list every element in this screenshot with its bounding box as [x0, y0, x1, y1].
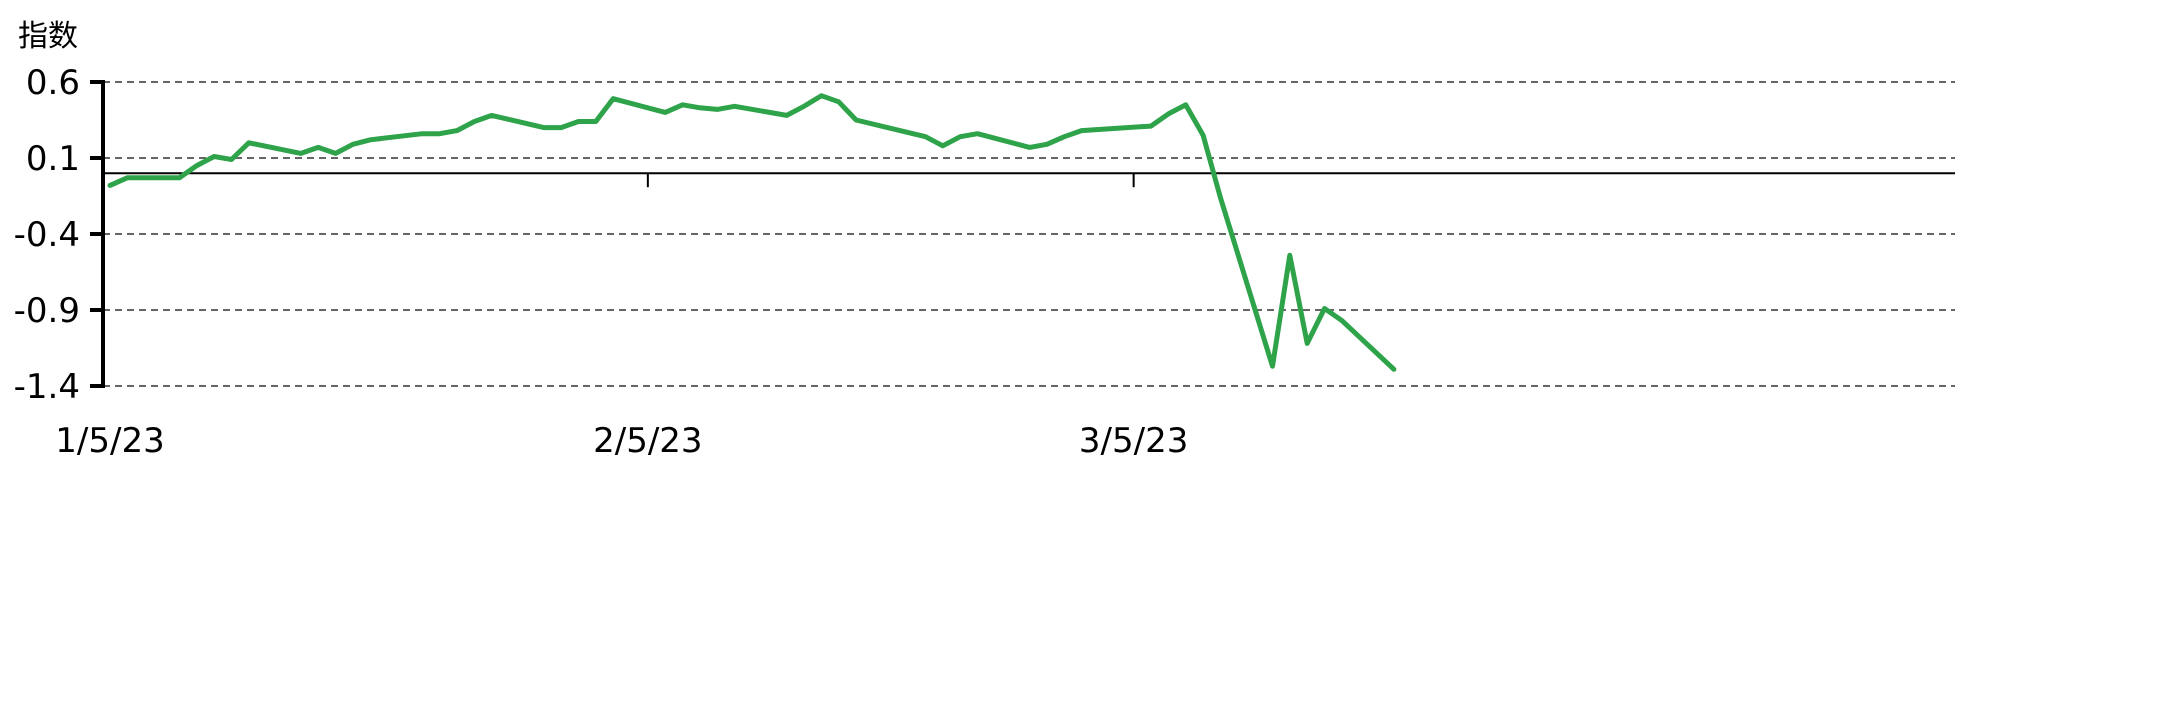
- y-tick-label: 0.1: [26, 139, 80, 179]
- gridlines: [103, 81, 1955, 387]
- tick-labels: 0.6 0.1 -0.4 -0.9 -1.4 1/5/23 2/5/23 3/5/23: [14, 63, 1189, 461]
- y-axis-label: 指数: [18, 19, 78, 54]
- x-tick-label: 3/5/23: [1079, 421, 1188, 461]
- y-tick-label: -0.9: [14, 291, 80, 331]
- x-tick-label: 1/5/23: [55, 421, 164, 461]
- series-line: [107, 93, 1397, 372]
- y-tick-label: -1.4: [14, 367, 80, 407]
- y-tick-label: 0.6: [26, 63, 80, 103]
- series: [107, 93, 1397, 372]
- x-tick-label: 2/5/23: [593, 421, 702, 461]
- y-tick-label: -0.4: [14, 215, 80, 255]
- axes: [90, 80, 1955, 388]
